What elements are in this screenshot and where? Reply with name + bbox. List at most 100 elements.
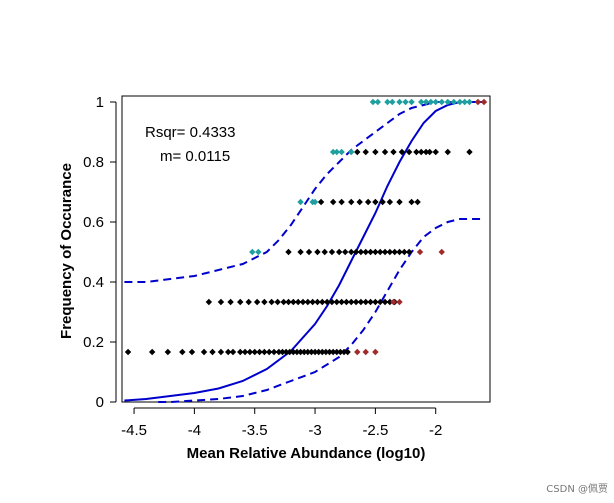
point-neutral [343,298,350,306]
point-neutral [224,348,232,356]
point-neutral [285,248,292,256]
point-neutral [329,348,337,356]
point-neutral [377,298,384,306]
point-neutral [328,248,336,256]
x-tick-label: -2 [429,422,442,439]
point-above [374,98,381,106]
point-neutral [381,298,389,306]
point-neutral [342,248,349,256]
point-neutral [314,298,321,306]
point-neutral [293,348,301,356]
point-below [362,348,369,356]
point-neutral [466,148,473,156]
point-neutral [340,348,348,356]
point-neutral [245,298,252,306]
point-neutral [326,348,333,356]
point-neutral [304,298,312,306]
point-above [384,98,391,106]
point-below [354,348,361,356]
point-neutral [418,148,425,156]
point-neutral [237,348,244,356]
point-neutral [317,198,325,206]
point-neutral [381,148,389,156]
point-neutral [200,348,208,356]
point-neutral [426,148,433,156]
point-neutral [386,198,394,206]
point-above [249,248,256,256]
point-neutral [290,298,297,306]
rsqr-annotation: Rsqr= 0.4333 [145,124,235,141]
point-neutral [311,348,319,356]
point-neutral [405,148,413,156]
slope-annotation: m= 0.0115 [160,148,230,165]
point-above [255,248,262,256]
point-neutral [308,348,315,356]
point-neutral [352,248,360,256]
point-neutral [300,348,308,356]
point-neutral [362,148,369,156]
point-neutral [348,298,355,306]
point-neutral [237,298,244,306]
point-neutral [261,298,268,306]
point-above [348,148,355,156]
point-neutral [164,348,172,356]
point-neutral [333,348,340,356]
x-tick-label: -4.5 [121,422,147,439]
y-axis-title: Frequency of Occurance [58,163,75,339]
point-neutral [124,348,132,356]
point-neutral [246,348,254,356]
point-neutral [372,298,379,306]
y-tick-label: 0.4 [83,274,104,291]
point-neutral [338,298,345,306]
point-neutral [315,348,322,356]
y-tick-label: 0.6 [83,214,104,231]
point-neutral [285,298,292,306]
point-above [329,148,337,156]
point-above [427,98,435,106]
point-neutral [305,248,313,256]
point-neutral [335,248,343,256]
point-neutral [270,348,278,356]
point-neutral [386,298,394,306]
point-neutral [256,348,263,356]
point-neutral [179,348,186,356]
point-above [402,98,409,106]
point-neutral [148,348,156,356]
point-above [438,98,445,106]
point-neutral [348,248,355,256]
point-neutral [391,248,398,256]
point-neutral [188,348,196,356]
point-neutral [377,248,384,256]
point-below [480,98,488,106]
y-tick-label: 0 [96,394,104,411]
point-neutral [356,198,363,206]
point-neutral [253,298,261,306]
point-above [466,98,473,106]
point-neutral [274,298,281,306]
point-below [390,298,397,306]
point-neutral [398,148,406,156]
point-neutral [367,298,374,306]
point-neutral [396,198,403,206]
point-below [438,248,445,256]
point-below [372,348,379,356]
point-above [418,98,425,106]
point-above [456,98,464,106]
point-neutral [414,198,421,206]
point-neutral [323,298,331,306]
point-above [338,148,345,156]
point-neutral [344,348,351,356]
point-neutral [432,148,439,156]
point-neutral [251,348,258,356]
y-tick-label: 0.8 [83,154,104,171]
point-neutral [319,348,326,356]
point-neutral [401,248,408,256]
point-neutral [357,298,365,306]
point-neutral [297,348,304,356]
point-neutral [268,298,275,306]
point-neutral [290,348,297,356]
point-above [450,98,458,106]
point-neutral [282,348,290,356]
point-above [432,98,439,106]
